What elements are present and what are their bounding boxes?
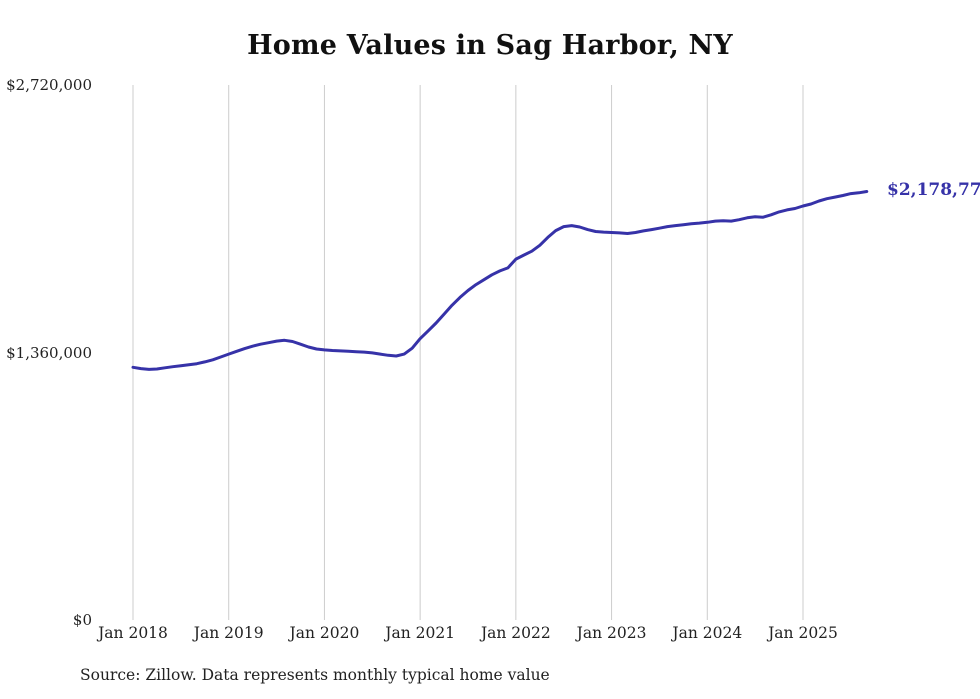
x-axis-tick-label: Jan 2025 [768,624,838,642]
x-axis-tick-label: Jan 2021 [385,624,456,642]
y-axis-tick-label: $2,720,000 [6,76,92,94]
x-axis-tick-label: Jan 2022 [480,624,551,642]
x-axis-tick-label: Jan 2019 [193,624,264,642]
x-axis-tick-label: Jan 2024 [672,624,743,642]
page-title: Home Values in Sag Harbor, NY [247,30,733,61]
source-note: Source: Zillow. Data represents monthly … [80,666,550,684]
y-axis-tick-label: $1,360,000 [6,343,92,362]
y-axis-tick-label: $0 [72,611,92,629]
x-axis-tick-label: Jan 2020 [289,624,360,642]
x-axis-tick-label: Jan 2023 [576,624,647,642]
latest-value-label: $2,178,777 [887,180,980,201]
x-axis-tick-label: Jan 2018 [98,624,168,642]
home-value-line [131,190,869,371]
